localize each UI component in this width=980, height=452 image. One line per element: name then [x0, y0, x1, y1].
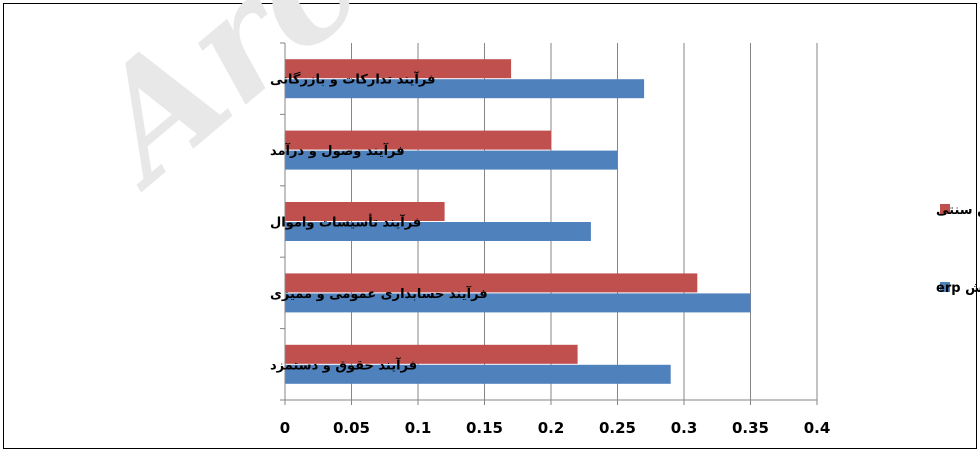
legend-label: روش erp [936, 281, 980, 296]
x-tick-label: 0.2 [538, 419, 565, 437]
bar [285, 364, 671, 384]
legend-swatch [940, 282, 950, 292]
legend: روش سنتی روش erp [936, 203, 980, 296]
x-tick-label: 0.3 [671, 419, 698, 437]
chart-frame [3, 3, 977, 449]
category-labels: فرآیند تدارکات و بازرگانی فرآیند وصول و د… [270, 71, 488, 374]
bar [285, 202, 445, 221]
gridlines [351, 43, 818, 400]
category-label: فرآیند تأسیسات واموال [270, 214, 421, 231]
legend-swatch [940, 204, 950, 214]
category-label: فرآیند حسابداری عمومی و ممیزی [270, 285, 488, 302]
category-label: فرآیند حقوق و دستمزد [270, 356, 417, 373]
bar [285, 222, 591, 241]
axes [280, 42, 818, 405]
x-tick-label: 0.25 [599, 419, 636, 437]
x-tick-label: 0.35 [732, 419, 769, 437]
x-tick-label: 0.05 [333, 419, 370, 437]
bar [285, 130, 551, 150]
bar [285, 150, 618, 170]
x-tick-label: 0.4 [804, 419, 831, 437]
bar [285, 79, 645, 99]
bar [285, 59, 512, 79]
category-label: فرآیند وصول و درآمد [270, 142, 405, 159]
x-tick-label: 0.1 [405, 419, 432, 437]
bar [285, 273, 698, 293]
bar [285, 293, 751, 313]
x-tick-labels: 0 0.05 0.1 0.15 0.2 0.25 0.3 0.35 0.4 [280, 419, 831, 437]
category-label: فرآیند تدارکات و بازرگانی [270, 71, 435, 88]
bar [285, 344, 578, 364]
x-tick-label: 0.15 [466, 419, 503, 437]
legend-label: روش سنتی [936, 203, 980, 218]
bars [285, 59, 751, 384]
x-tick-label: 0 [280, 419, 290, 437]
